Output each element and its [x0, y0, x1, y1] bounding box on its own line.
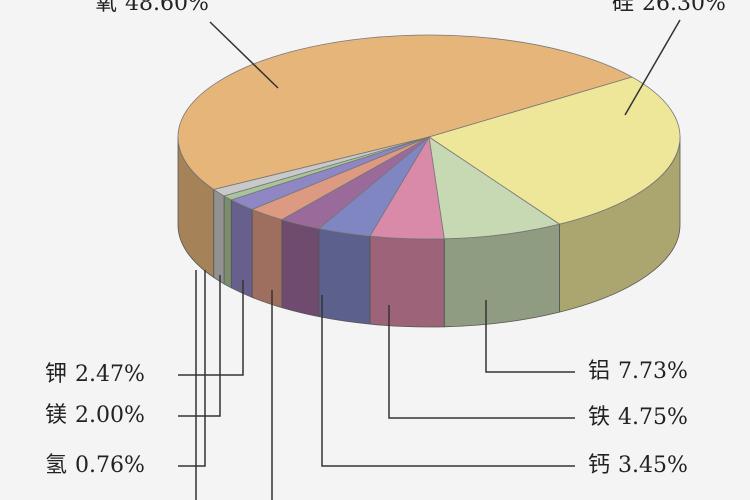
slice	[212, 136, 430, 197]
slice-side	[281, 219, 320, 318]
value-label: 48.60%	[125, 0, 209, 16]
slice-label: 铝	[588, 359, 610, 384]
slice	[177, 34, 634, 190]
slice-label: 氢	[45, 453, 67, 478]
slice-label: 硅	[612, 0, 634, 16]
leader-line	[485, 300, 575, 373]
pie	[177, 34, 681, 328]
value-label: 7.73%	[618, 359, 688, 384]
labels: 氧 48.60% 硅 26.30% 铝 7.73% 铁 4.75% 钙 3.45% 钾 2.47% 镁 2…	[45, 0, 726, 478]
value-label: 2.00%	[75, 403, 145, 428]
leader-line	[624, 19, 681, 116]
slice-label: 钾	[45, 362, 67, 387]
slice-label: 镁	[45, 403, 67, 428]
leader-line	[321, 295, 575, 467]
value-label: 26.30%	[642, 0, 726, 16]
slice-side	[251, 208, 283, 309]
leader-line	[178, 270, 206, 467]
value-label: 4.75%	[618, 405, 688, 430]
slice-side	[443, 223, 560, 328]
slice-label: 氧	[95, 0, 117, 16]
slice-side	[230, 199, 253, 298]
leader-line	[178, 275, 221, 417]
slice	[428, 136, 561, 240]
slice-side	[318, 228, 371, 325]
leader-lines	[178, 19, 681, 500]
leader-line	[209, 21, 279, 89]
slice-label: 钙	[588, 453, 610, 478]
slice-side	[369, 235, 445, 328]
leader-line	[178, 280, 244, 376]
value-label: 0.76%	[75, 453, 145, 478]
value-label: 3.45%	[618, 453, 688, 478]
slice-side	[223, 195, 232, 289]
leader-line	[388, 305, 575, 419]
slice-label: 铁	[588, 405, 610, 430]
value-label: 2.47%	[75, 362, 145, 387]
slice	[428, 76, 681, 225]
slice-side	[213, 188, 225, 285]
